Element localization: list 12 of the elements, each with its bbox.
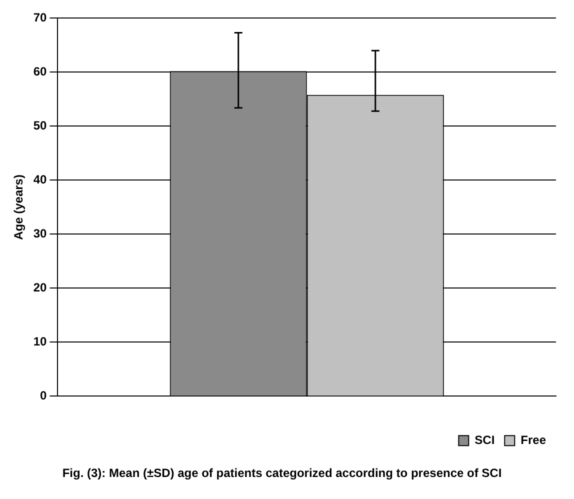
y-tick-label: 70 [33, 10, 48, 25]
y-tick-label: 40 [33, 172, 48, 187]
legend-label: Free [520, 432, 546, 447]
y-tick-label: 30 [33, 226, 48, 241]
y-axis-title: Age (years) [12, 174, 26, 240]
y-tick-label: 0 [40, 388, 48, 403]
y-tick-label: 10 [33, 334, 48, 349]
y-tick-label: 60 [33, 64, 48, 79]
y-tick-label: 20 [33, 280, 48, 295]
text: Fig. (3): Mean (±SD) age of patients categorized according to presence of SCI [62, 466, 502, 480]
legend-label: SCI [474, 432, 495, 447]
y-tick-label: 50 [33, 118, 48, 133]
